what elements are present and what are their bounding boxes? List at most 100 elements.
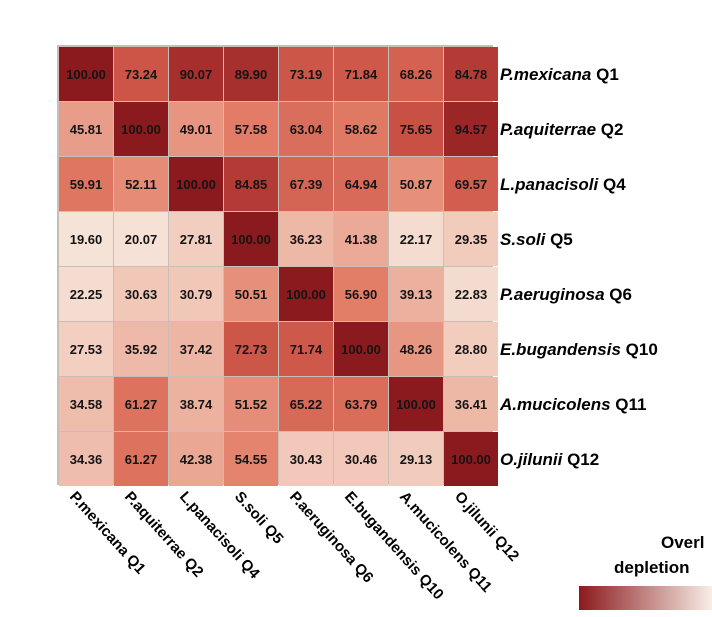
heatmap-cell: [169, 432, 223, 486]
column-labels: P.mexicana Q1P.aquiterrae Q2L.panacisoli…: [66, 488, 522, 603]
heatmap-cell: [334, 267, 388, 321]
row-label: P.aquiterrae Q2: [500, 120, 623, 139]
heatmap-cell: [224, 377, 278, 431]
cell-value-label: 94.57: [455, 122, 488, 137]
cell-value-label: 30.79: [180, 287, 213, 302]
row-labels: P.mexicana Q1 P.aquiterrae Q2 L.panacisoli…: [499, 65, 658, 469]
heatmap-cell: [389, 102, 443, 156]
row-label: S.soli Q5: [500, 230, 573, 249]
legend-title-line-1: Overl: [661, 533, 704, 552]
row-label: A.mucicolens Q11: [499, 395, 646, 414]
heatmap-cell: [444, 377, 498, 431]
heatmap-cell: [59, 47, 113, 101]
cell-value-label: 51.52: [235, 397, 268, 412]
heatmap-cell: [389, 432, 443, 486]
legend-title-line-2: depletion: [614, 558, 690, 577]
cell-value-label: 65.22: [290, 397, 323, 412]
heatmap-cell: [59, 322, 113, 376]
cell-value-label: 35.92: [125, 342, 158, 357]
heatmap-cell: [114, 432, 168, 486]
heatmap-cell: [279, 377, 333, 431]
cell-value-label: 22.25: [70, 287, 103, 302]
heatmap-cell: [279, 47, 333, 101]
cell-value-label: 73.19: [290, 67, 323, 82]
cell-value-label: 100.00: [286, 287, 326, 302]
cell-value-label: 48.26: [400, 342, 433, 357]
heatmap-cell: [279, 322, 333, 376]
column-label: E.bugandensis Q10: [341, 488, 447, 603]
cell-value-label: 38.74: [180, 397, 213, 412]
cell-value-label: 68.26: [400, 67, 433, 82]
heatmap-cell: [389, 212, 443, 266]
cell-value-label: 34.58: [70, 397, 103, 412]
cell-value-label: 100.00: [231, 232, 271, 247]
heatmap-cell: [279, 212, 333, 266]
heatmap-cell: [59, 157, 113, 211]
heatmap-cell: [334, 212, 388, 266]
row-label: L.panacisoli Q4: [500, 175, 626, 194]
cell-value-label: 100.00: [121, 122, 161, 137]
heatmap-cell: [114, 47, 168, 101]
heatmap-cell: [224, 47, 278, 101]
cell-value-label: 72.73: [235, 342, 268, 357]
heatmap-cell: [279, 102, 333, 156]
cell-value-label: 100.00: [451, 452, 491, 467]
heatmap-cell: [169, 47, 223, 101]
heatmap-cell: [334, 322, 388, 376]
heatmap-cell: [334, 102, 388, 156]
cell-value-label: 63.04: [290, 122, 323, 137]
heatmap-cell: [169, 102, 223, 156]
heatmap-cell: [224, 322, 278, 376]
cell-value-label: 28.80: [455, 342, 488, 357]
cell-value-label: 84.78: [455, 67, 488, 82]
heatmap-cells: 100.00 73.24 90.07 89.90 73.19 71.84 68.26 84.7…: [59, 47, 498, 486]
heatmap-cell: [279, 157, 333, 211]
heatmap-cell: [444, 47, 498, 101]
heatmap-cell: [114, 377, 168, 431]
cell-value-label: 52.11: [125, 177, 157, 192]
cell-value-label: 22.83: [455, 287, 488, 302]
heatmap-cell: [114, 102, 168, 156]
heatmap-cell: [444, 157, 498, 211]
heatmap-cell: [334, 432, 388, 486]
row-label: E.bugandensis Q10: [500, 340, 658, 359]
heatmap-cell: [389, 377, 443, 431]
cell-value-label: 45.81: [70, 122, 103, 137]
heatmap-cell: [389, 267, 443, 321]
column-label: A.mucicolens Q11: [396, 488, 495, 595]
cell-value-label: 30.43: [290, 452, 323, 467]
legend-color-bar: [579, 586, 712, 610]
heatmap-cell: [224, 157, 278, 211]
heatmap-cell: [389, 157, 443, 211]
row-label: P.aeruginosa Q6: [500, 285, 632, 304]
heatmap-cell: [169, 267, 223, 321]
cell-value-label: 100.00: [341, 342, 381, 357]
cell-value-label: 89.90: [235, 67, 268, 82]
cell-value-label: 22.17: [400, 232, 433, 247]
cell-value-label: 100.00: [66, 67, 106, 82]
cell-value-label: 57.58: [235, 122, 268, 137]
cell-value-label: 64.94: [345, 177, 378, 192]
cell-value-label: 69.57: [455, 177, 488, 192]
heatmap-cell: [279, 267, 333, 321]
heatmap-cell: [114, 212, 168, 266]
cell-value-label: 29.13: [400, 452, 433, 467]
heatmap-cell: [389, 47, 443, 101]
heatmap-cell: [444, 432, 498, 486]
cell-value-label: 36.41: [455, 397, 488, 412]
cell-value-label: 61.27: [125, 397, 158, 412]
cell-value-label: 71.74: [290, 342, 323, 357]
cell-value-label: 54.55: [235, 452, 268, 467]
cell-value-label: 75.65: [400, 122, 433, 137]
cell-value-label: 100.00: [176, 177, 216, 192]
heatmap-cell: [114, 157, 168, 211]
heatmap-cell: [444, 102, 498, 156]
heatmap-cell: [444, 212, 498, 266]
heatmap-cell: [224, 102, 278, 156]
cell-value-label: 100.00: [396, 397, 436, 412]
heatmap-cell: [334, 377, 388, 431]
cell-value-label: 50.51: [235, 287, 268, 302]
cell-value-label: 58.62: [345, 122, 378, 137]
cell-value-label: 27.81: [180, 232, 213, 247]
row-label: O.jilunii Q12: [500, 450, 599, 469]
